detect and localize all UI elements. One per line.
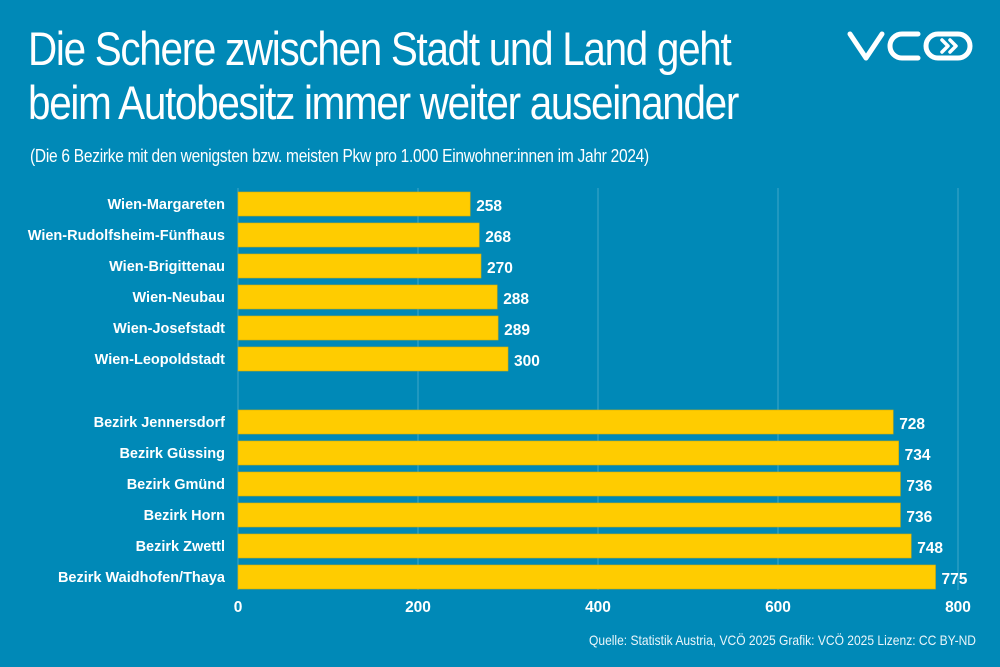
value-label: 736 [906, 478, 932, 495]
value-label: 736 [906, 509, 932, 526]
x-tick-label: 600 [765, 599, 791, 616]
value-label: 775 [942, 571, 968, 588]
value-label: 270 [487, 260, 513, 277]
value-label: 258 [476, 198, 502, 215]
bar [237, 253, 482, 279]
bar [237, 222, 480, 248]
value-label: 734 [905, 447, 931, 464]
category-label: Bezirk Jennersdorf [94, 415, 226, 431]
bar [237, 533, 912, 559]
category-label: Bezirk Horn [144, 508, 225, 524]
bar [237, 315, 499, 341]
category-label: Bezirk Güssing [119, 446, 225, 462]
category-label: Wien-Brigittenau [109, 259, 225, 275]
category-label: Wien-Josefstadt [113, 321, 225, 337]
vco-logo-icon [847, 31, 973, 61]
value-label: 728 [899, 416, 925, 433]
bar [237, 409, 894, 435]
x-tick-label: 400 [585, 599, 611, 616]
chart-title: Die Schere zwischen Stadt und Land geht … [28, 22, 739, 130]
value-label: 288 [503, 291, 529, 308]
bar [237, 191, 471, 217]
chart-subtitle: (Die 6 Bezirke mit den wenigsten bzw. me… [30, 146, 649, 166]
category-label: Wien-Margareten [107, 197, 225, 213]
title-line-2: beim Autobesitz immer weiter auseinander [28, 76, 739, 129]
x-tick-label: 200 [405, 599, 431, 616]
value-label: 748 [917, 540, 943, 557]
value-label: 289 [504, 322, 530, 339]
bar [237, 471, 901, 497]
bar [237, 346, 509, 372]
category-label: Bezirk Zwettl [136, 539, 225, 555]
bar [237, 564, 936, 590]
category-label: Wien-Rudolfsheim-Fünfhaus [28, 228, 225, 244]
title-line-1: Die Schere zwischen Stadt und Land geht [28, 22, 732, 75]
bar [237, 284, 498, 310]
value-label: 300 [514, 353, 540, 370]
category-label: Bezirk Gmünd [127, 477, 225, 493]
x-tick-label: 800 [945, 599, 971, 616]
bar [237, 440, 899, 466]
bar [237, 502, 901, 528]
category-label: Wien-Neubau [132, 290, 225, 306]
category-label: Bezirk Waidhofen/Thaya [58, 570, 226, 586]
category-label: Wien-Leopoldstadt [95, 352, 226, 368]
value-label: 268 [485, 229, 511, 246]
x-tick-label: 0 [234, 599, 243, 616]
source-note: Quelle: Statistik Austria, VCÖ 2025 Graf… [588, 632, 976, 648]
